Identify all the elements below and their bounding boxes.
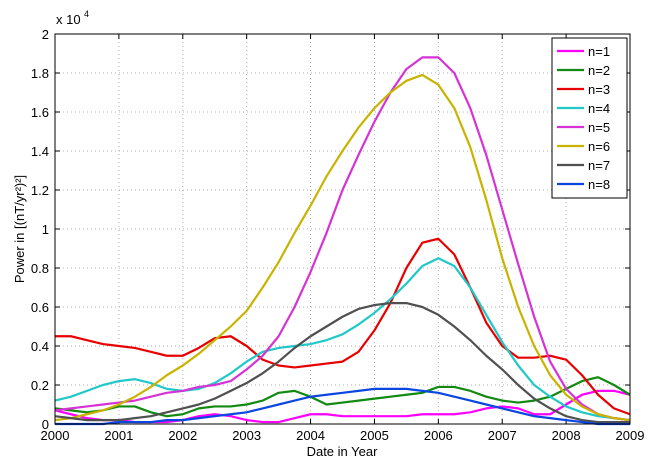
x-tick-label: 2005 <box>360 428 389 443</box>
legend-box <box>551 37 628 199</box>
plot-frame <box>54 33 631 425</box>
x-tick-label: 2004 <box>296 428 325 443</box>
legend-label: n=2 <box>588 63 610 78</box>
x-tick-label: 2000 <box>41 428 70 443</box>
legend-label: n=7 <box>588 158 610 173</box>
legend-label: n=8 <box>588 177 610 192</box>
legend-label: n=5 <box>588 120 610 135</box>
y-tick-label: 0.8 <box>31 261 49 276</box>
y-tick-label: 1.2 <box>31 183 49 198</box>
y-scale-label: x 10 <box>56 12 81 27</box>
series-line <box>55 387 630 426</box>
y-tick-label: 1.8 <box>31 66 49 81</box>
series-line <box>54 257 631 422</box>
legend-label: n=1 <box>588 44 610 59</box>
y-tick-label: 0.6 <box>31 300 49 315</box>
x-axis-label: Date in Year <box>307 444 379 459</box>
y-tick-label: 1.6 <box>31 105 49 120</box>
y-tick-label: 2 <box>42 27 49 42</box>
legend-label: n=6 <box>588 139 610 154</box>
x-tick-label: 2006 <box>424 428 453 443</box>
x-tick-label: 2001 <box>104 428 133 443</box>
series-line <box>54 302 630 424</box>
y-axis-label: Power in [(nT/yr²)²] <box>12 175 27 283</box>
y-tick-label: 1.4 <box>31 144 49 159</box>
y-tick-label: 0 <box>42 417 49 432</box>
series-line <box>54 376 631 418</box>
y-scale-exponent: 4 <box>84 9 89 19</box>
y-tick-label: 0.2 <box>31 378 49 393</box>
series-line <box>55 237 631 416</box>
series-line <box>54 73 631 422</box>
series-line <box>54 56 631 422</box>
x-tick-label: 2008 <box>552 428 581 443</box>
x-tick-label: 2009 <box>616 428 645 443</box>
legend-label: n=4 <box>588 101 610 116</box>
x-tick-label: 2007 <box>488 428 517 443</box>
legend-label: n=3 <box>588 82 610 97</box>
y-tick-label: 0.4 <box>31 339 49 354</box>
x-tick-label: 2003 <box>232 428 261 443</box>
x-tick-label: 2002 <box>168 428 197 443</box>
y-tick-label: 1 <box>42 222 49 237</box>
